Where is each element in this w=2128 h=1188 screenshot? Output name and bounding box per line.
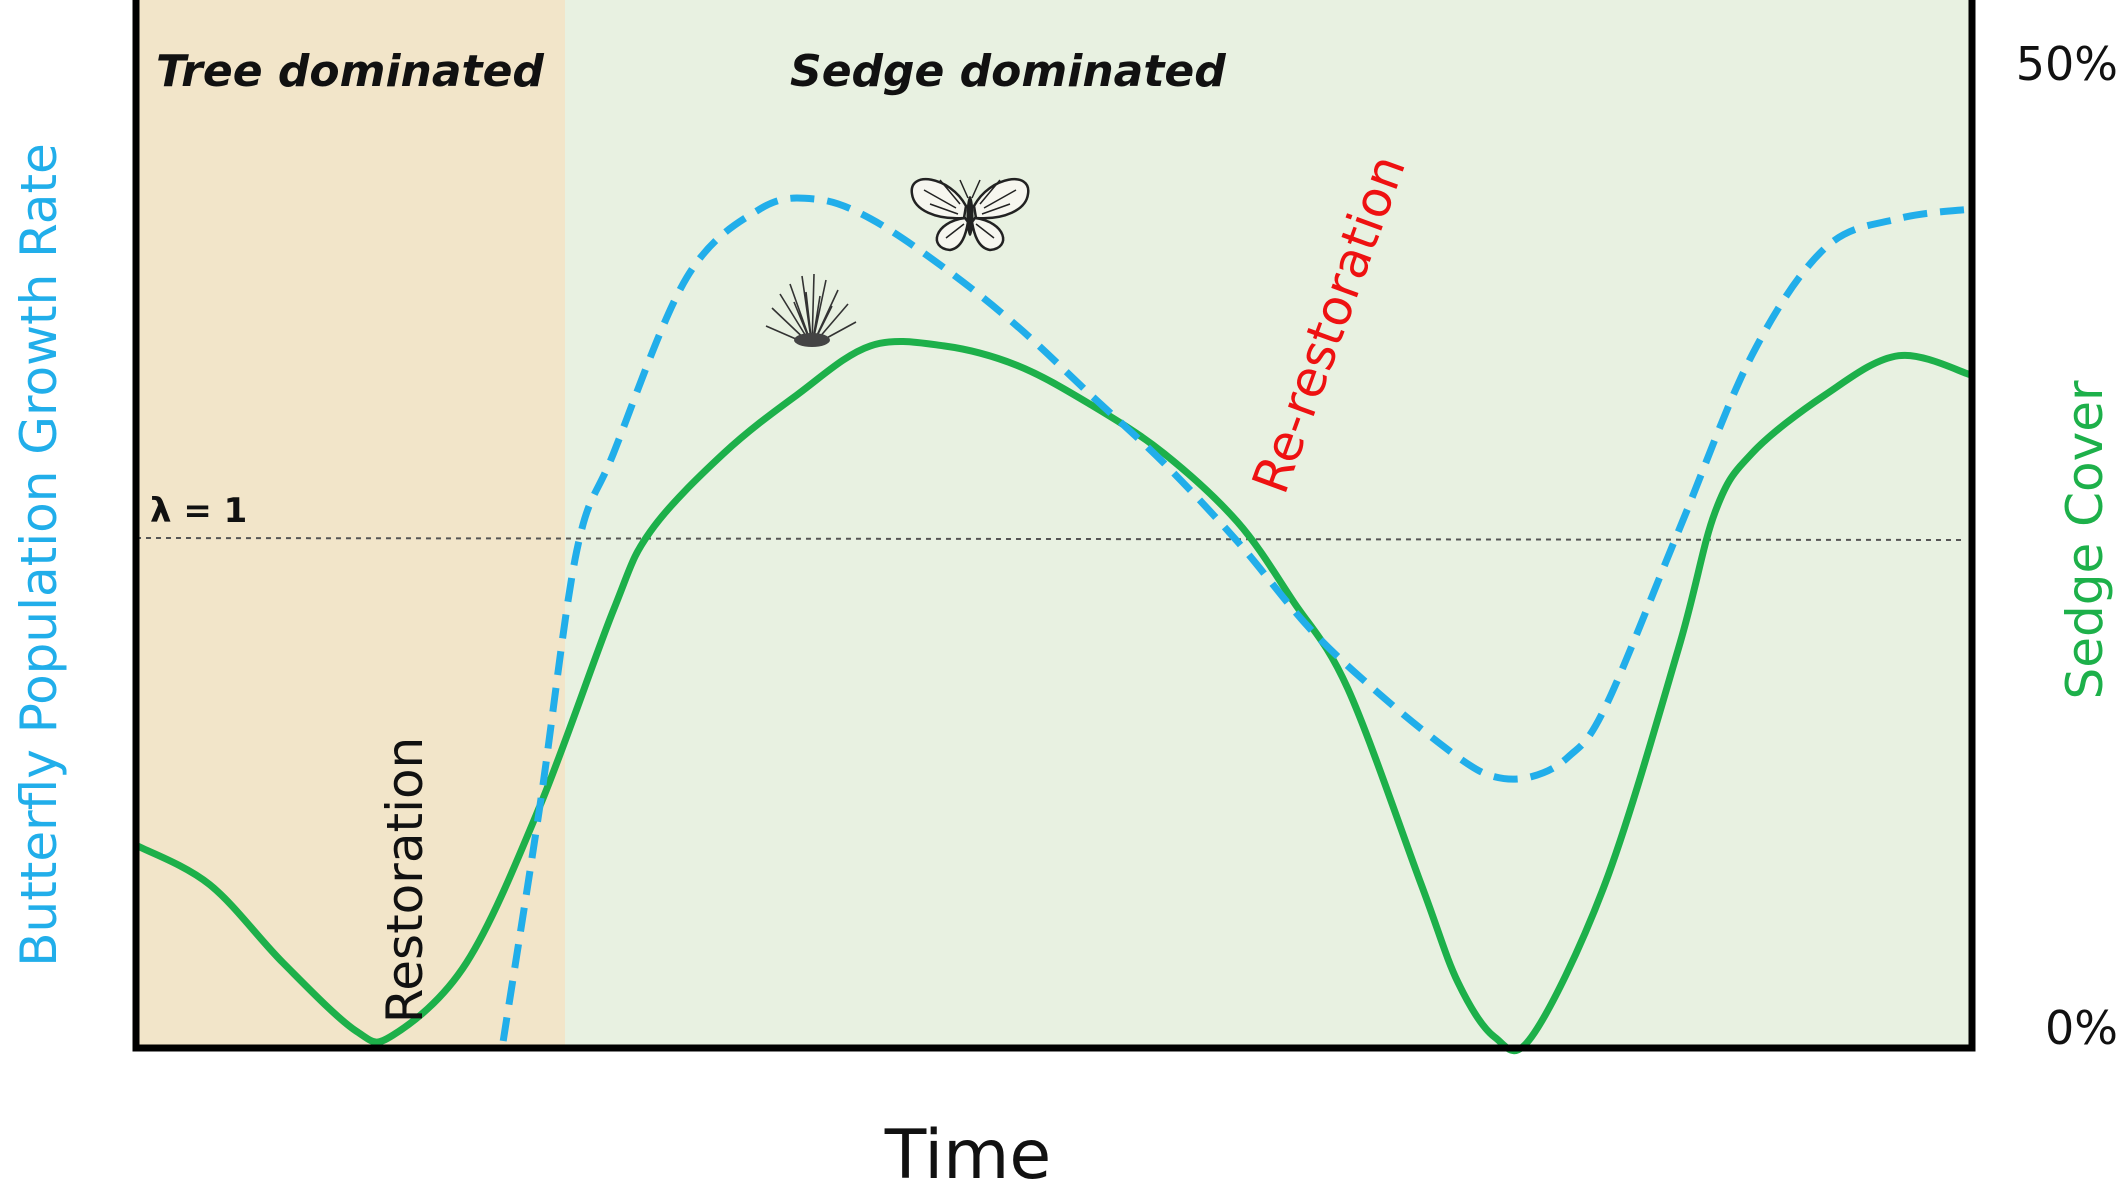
lambda-label: λ = 1 bbox=[150, 491, 247, 531]
axes-frame bbox=[132, 0, 1976, 1052]
region-tree-dominated bbox=[136, 0, 565, 1048]
butterfly-growth-line bbox=[499, 194, 1973, 1042]
region-label-sedge-dominated: Sedge dominated bbox=[790, 46, 1226, 97]
region-label-tree-dominated: Tree dominated bbox=[156, 46, 544, 97]
sedge-cover-line bbox=[132, 337, 1976, 1055]
right-tick-bottom: 0% bbox=[2045, 1001, 2118, 1055]
sedge-icon bbox=[765, 273, 857, 347]
y-axis-right-title: Sedge Cover bbox=[2056, 380, 2114, 699]
annotation-restoration: Restoration bbox=[376, 737, 434, 1023]
region-sedge-dominated bbox=[565, 0, 1972, 1048]
butterfly-icon bbox=[910, 178, 1030, 252]
y-axis-left-title: Butterfly Population Growth Rate bbox=[10, 143, 68, 967]
lambda-reference-line bbox=[135, 537, 1965, 541]
x-axis-title: Time bbox=[884, 1116, 1051, 1188]
chart-regions bbox=[136, 0, 1972, 1048]
right-tick-top: 50% bbox=[2016, 37, 2118, 91]
